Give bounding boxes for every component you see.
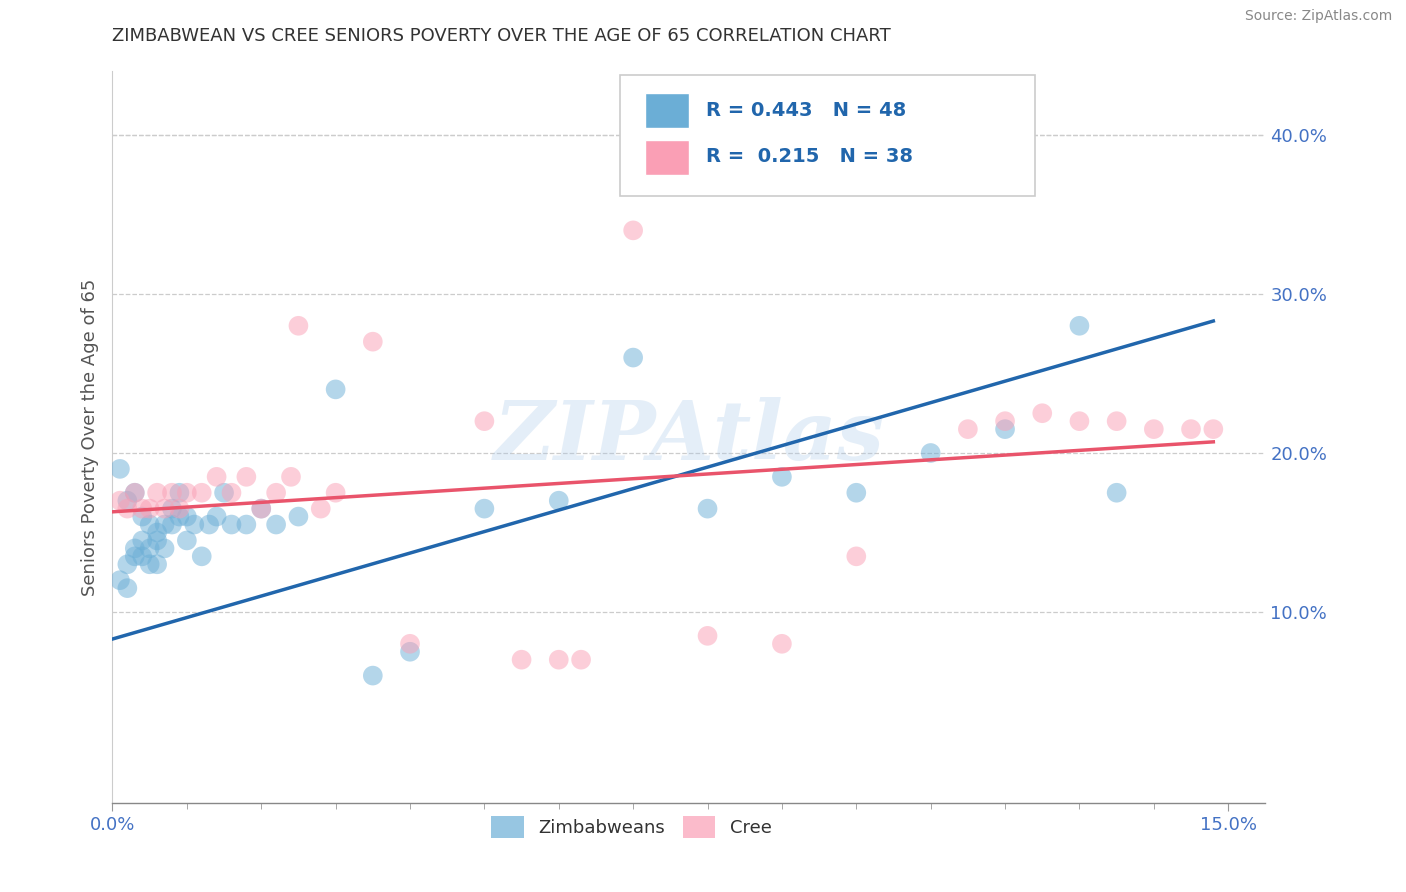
Point [309, 501, 332, 516]
Text: R =  0.215   N = 38: R = 0.215 N = 38 [706, 147, 914, 167]
Legend: Zimbabweans, Cree: Zimbabweans, Cree [484, 808, 779, 845]
Point [124, 485, 146, 500]
Point [124, 541, 146, 556]
Point [1069, 318, 1091, 333]
Point [994, 414, 1017, 428]
Point [212, 485, 235, 500]
Point [160, 501, 183, 516]
Point [117, 493, 139, 508]
Point [325, 383, 347, 397]
Point [696, 501, 718, 516]
Text: Source: ZipAtlas.com: Source: ZipAtlas.com [1244, 9, 1392, 23]
Point [131, 509, 153, 524]
Point [146, 533, 169, 548]
Point [205, 509, 228, 524]
Bar [645, 94, 689, 128]
Point [264, 517, 287, 532]
Point [138, 501, 160, 516]
Point [124, 549, 146, 564]
Point [1031, 406, 1053, 420]
Point [138, 558, 160, 572]
Point [696, 629, 718, 643]
Point [621, 223, 644, 237]
Bar [645, 140, 689, 175]
Point [169, 485, 191, 500]
Point [169, 509, 191, 524]
Point [361, 334, 384, 349]
Y-axis label: Seniors Poverty Over the Age of 65: Seniors Poverty Over the Age of 65 [80, 278, 98, 596]
Point [250, 501, 273, 516]
Point [108, 493, 131, 508]
Point [153, 541, 176, 556]
Point [235, 470, 257, 484]
Point [287, 509, 309, 524]
Point [250, 501, 273, 516]
Point [117, 558, 139, 572]
Point [399, 637, 422, 651]
Point [131, 501, 153, 516]
Point [108, 573, 131, 587]
Point [146, 525, 169, 540]
Point [138, 517, 160, 532]
Point [510, 653, 533, 667]
Point [146, 485, 169, 500]
Point [176, 485, 198, 500]
Point [920, 446, 942, 460]
Point [845, 549, 868, 564]
Point [361, 668, 384, 682]
Point [621, 351, 644, 365]
Point [1202, 422, 1225, 436]
Point [124, 485, 146, 500]
Point [138, 541, 160, 556]
Point [1105, 485, 1128, 500]
Point [153, 517, 176, 532]
FancyBboxPatch shape [620, 75, 1035, 195]
Point [845, 485, 868, 500]
Point [221, 517, 243, 532]
Point [160, 517, 183, 532]
Point [176, 509, 198, 524]
Point [770, 470, 793, 484]
Point [176, 533, 198, 548]
Text: ZIMBABWEAN VS CREE SENIORS POVERTY OVER THE AGE OF 65 CORRELATION CHART: ZIMBABWEAN VS CREE SENIORS POVERTY OVER … [112, 27, 891, 45]
Point [1105, 414, 1128, 428]
Point [183, 517, 205, 532]
Text: ZIPAtlas: ZIPAtlas [494, 397, 884, 477]
Point [399, 645, 422, 659]
Point [108, 462, 131, 476]
Point [131, 549, 153, 564]
Point [474, 414, 496, 428]
Point [770, 637, 793, 651]
Point [205, 470, 228, 484]
Point [264, 485, 287, 500]
Point [221, 485, 243, 500]
Point [994, 422, 1017, 436]
Point [117, 501, 139, 516]
Point [153, 501, 176, 516]
Point [190, 549, 212, 564]
Point [117, 581, 139, 595]
Point [160, 485, 183, 500]
Point [280, 470, 302, 484]
Point [547, 493, 569, 508]
Point [131, 533, 153, 548]
Point [1180, 422, 1202, 436]
Point [190, 485, 212, 500]
Point [547, 653, 569, 667]
Point [198, 517, 221, 532]
Point [287, 318, 309, 333]
Text: R = 0.443   N = 48: R = 0.443 N = 48 [706, 101, 907, 120]
Point [169, 501, 191, 516]
Point [956, 422, 979, 436]
Point [569, 653, 592, 667]
Point [1143, 422, 1166, 436]
Point [1069, 414, 1091, 428]
Point [146, 558, 169, 572]
Point [474, 501, 496, 516]
Point [325, 485, 347, 500]
Point [235, 517, 257, 532]
